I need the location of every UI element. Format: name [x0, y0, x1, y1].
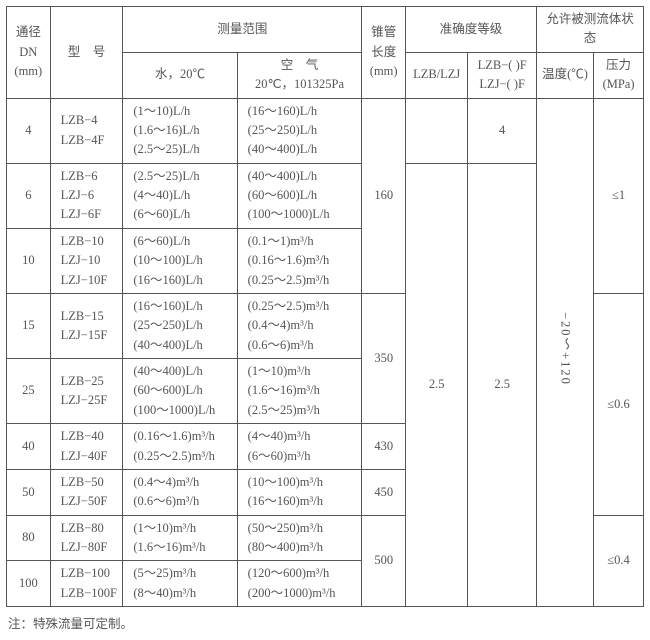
hdr-dn: 通径 DN (mm)	[7, 7, 51, 99]
cell-water: (40～400)L/h (60～600)L/h (100～1000)L/h	[123, 359, 237, 424]
hdr-cone: 锥管 长度 (mm)	[362, 7, 406, 99]
cell-model: LZB−40 LZJ−40F	[50, 424, 123, 470]
cell-press-a: ≤1	[594, 98, 644, 293]
cell-water: (2.5～25)L/h (4～40)L/h (6～60)L/h	[123, 163, 237, 228]
cell-air: (50～250)m³/h (80～400)m³/h	[237, 515, 362, 561]
cell-cone-c: 430	[362, 424, 406, 470]
table-row: 4 LZB−4 LZB−4F (1～10)L/h (1.6～16)L/h (2.…	[7, 98, 644, 163]
cell-model: LZB−80 LZJ−80F	[50, 515, 123, 561]
spec-table: 通径 DN (mm) 型 号 测量范围 锥管 长度 (mm) 准确度等级 允许被…	[6, 6, 644, 607]
cell-cone-d: 450	[362, 469, 406, 515]
cell-model: LZB−6 LZJ−6 LZJ−6F	[50, 163, 123, 228]
cell-acc1-a	[406, 98, 468, 163]
hdr-fluid-group: 允许被测流体状态	[536, 7, 643, 53]
hdr-model: 型 号	[50, 7, 123, 99]
cell-water: (5～25)m³/h (8～40)m³/h	[123, 561, 237, 607]
cell-cone-e: 500	[362, 515, 406, 607]
cell-press-b: ≤0.6	[594, 293, 644, 515]
cell-air: (120～600)m³/h (200～1000)m³/h	[237, 561, 362, 607]
cell-model: LZB−50 LZJ−50F	[50, 469, 123, 515]
cell-model: LZB−10 LZJ−10 LZJ−10F	[50, 228, 123, 293]
cell-air: (4～40)m³/h (6～60)m³/h	[237, 424, 362, 470]
header-row-1: 通径 DN (mm) 型 号 测量范围 锥管 长度 (mm) 准确度等级 允许被…	[7, 7, 644, 53]
cell-air: (16～160)L/h (25～250)L/h (40～400)L/h	[237, 98, 362, 163]
cell-temp: −20～+120	[536, 98, 593, 607]
cell-water: (0.4～4)m³/h (0.6～6)m³/h	[123, 469, 237, 515]
cell-dn: 10	[7, 228, 51, 293]
hdr-air: 空 气 20℃，101325Pa	[237, 52, 362, 98]
cell-cone-a: 160	[362, 98, 406, 293]
cell-press-c: ≤0.4	[594, 515, 644, 607]
cell-dn: 15	[7, 293, 51, 358]
hdr-acc2: LZB−( )F LZJ−( )F	[468, 52, 537, 98]
hdr-acc1: LZB/LZJ	[406, 52, 468, 98]
cell-model: LZB−15 LZJ−15F	[50, 293, 123, 358]
hdr-water: 水，20℃	[123, 52, 237, 98]
cell-dn: 40	[7, 424, 51, 470]
cell-model: LZB−25 LZJ−25F	[50, 359, 123, 424]
cell-dn: 25	[7, 359, 51, 424]
cell-water: (6～60)L/h (10～100)L/h (16～160)L/h	[123, 228, 237, 293]
cell-dn: 80	[7, 515, 51, 561]
cell-model: LZB−4 LZB−4F	[50, 98, 123, 163]
cell-cone-b: 350	[362, 293, 406, 423]
hdr-temp: 温度(℃)	[536, 52, 593, 98]
cell-air: (10～100)m³/h (16～160)m³/h	[237, 469, 362, 515]
cell-air: (0.25～2.5)m³/h (0.4～4)m³/h (0.6～6)m³/h	[237, 293, 362, 358]
cell-acc1-b: 2.5	[406, 163, 468, 607]
cell-water: (16～160)L/h (25～250)L/h (40～400)L/h	[123, 293, 237, 358]
hdr-range-group: 测量范围	[123, 7, 362, 53]
cell-acc2-b: 2.5	[468, 163, 537, 607]
cell-water: (1～10)m³/h (1.6～16)m³/h	[123, 515, 237, 561]
hdr-acc-group: 准确度等级	[406, 7, 537, 53]
cell-water: (1～10)L/h (1.6～16)L/h (2.5～25)L/h	[123, 98, 237, 163]
cell-water: (0.16～1.6)m³/h (0.25～2.5)m³/h	[123, 424, 237, 470]
cell-model: LZB−100 LZB−100F	[50, 561, 123, 607]
cell-air: (0.1～1)m³/h (0.16～1.6)m³/h (0.25～2.5)m³/…	[237, 228, 362, 293]
cell-dn: 50	[7, 469, 51, 515]
cell-air: (40～400)L/h (60～600)L/h (100～1000)L/h	[237, 163, 362, 228]
temp-value: −20～+120	[555, 312, 574, 386]
cell-air: (1～10)m³/h (1.6～16)m³/h (2.5～25)m³/h	[237, 359, 362, 424]
cell-acc2-a: 4	[468, 98, 537, 163]
hdr-press: 压力 (MPa)	[594, 52, 644, 98]
cell-dn: 100	[7, 561, 51, 607]
footnote: 注：特殊流量可定制。	[6, 607, 644, 634]
cell-dn: 6	[7, 163, 51, 228]
cell-dn: 4	[7, 98, 51, 163]
